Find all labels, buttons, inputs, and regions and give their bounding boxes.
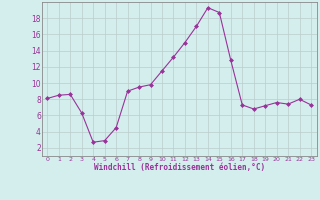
X-axis label: Windchill (Refroidissement éolien,°C): Windchill (Refroidissement éolien,°C): [94, 163, 265, 172]
